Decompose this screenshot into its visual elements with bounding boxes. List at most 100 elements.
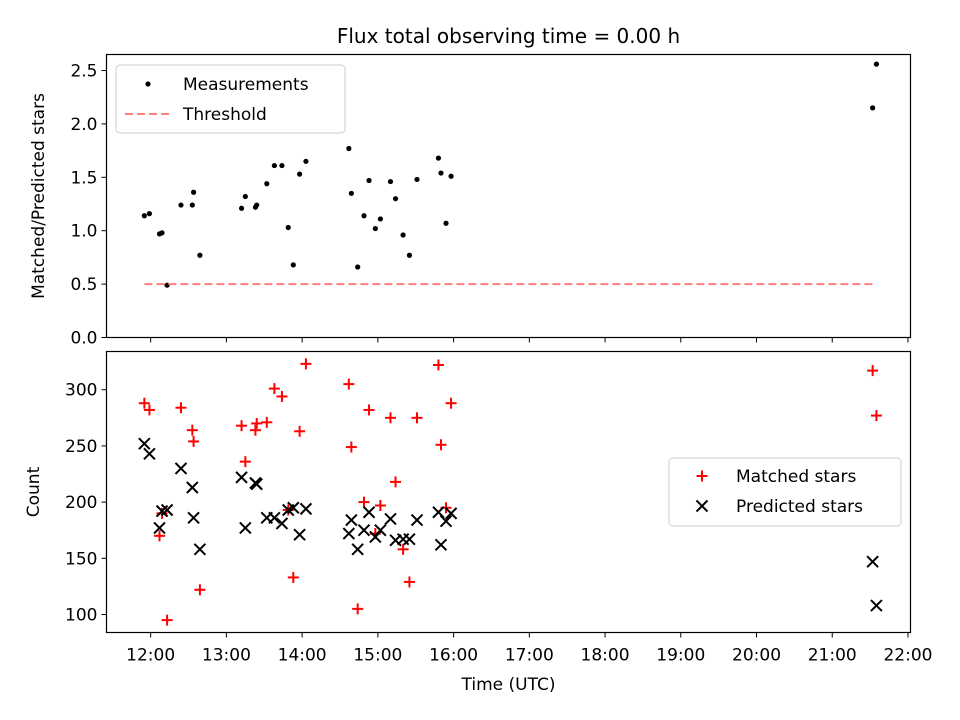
x-tick-label: 16:00 [429, 646, 478, 666]
predicted-star-point-b [268, 511, 281, 525]
legend-label-predicted-stars: Predicted stars [736, 497, 863, 517]
matched-star-point [411, 412, 423, 424]
measurement-point [303, 158, 309, 164]
matched-star-point [261, 416, 273, 428]
matched-star-point [445, 397, 457, 409]
top-y-tick-label: 0.0 [70, 329, 97, 349]
measurement-point [870, 105, 876, 111]
bottom-y-tick-label: 200 [65, 493, 97, 513]
legend-label-matched-stars: Matched stars [736, 467, 856, 487]
matched-star-point [300, 358, 312, 370]
predicted-star-point-b [342, 527, 356, 540]
top-y-tick-label: 2.0 [70, 115, 97, 135]
predicted-star-point-b [299, 502, 313, 516]
predicted-star-point-b [174, 462, 188, 475]
predicted-star-point [432, 506, 445, 519]
predicted-star-point [384, 512, 397, 526]
predicted-star-point [235, 471, 248, 484]
predicted-star-point [866, 555, 879, 568]
predicted-star-point-b [357, 524, 371, 537]
predicted-star-point [250, 477, 263, 491]
measurement-point [438, 170, 444, 176]
x-tick-label: 15:00 [353, 646, 402, 666]
predicted-star-point-b [432, 506, 445, 519]
measurement-point [178, 202, 184, 208]
matched-star-point [138, 397, 150, 409]
measurement-point [189, 202, 195, 208]
matched-star-point [390, 476, 402, 488]
predicted-star-point-b [345, 513, 358, 527]
predicted-star-point-b [866, 555, 879, 568]
measurement-point [377, 216, 383, 222]
measurement-point [435, 155, 442, 161]
measurement-point [873, 61, 880, 67]
top-y-axis-label: Matched/Predicted stars [29, 93, 49, 299]
predicted-star-point-b [275, 517, 289, 530]
x-tick-label: 20:00 [732, 646, 781, 666]
predicted-star-point [369, 530, 382, 544]
matched-star-point [175, 402, 187, 414]
predicted-star-point-b [143, 447, 156, 460]
matched-star-point [397, 543, 409, 555]
predicted-star-point [187, 511, 200, 525]
predicted-star-point [870, 599, 883, 612]
measurement-point [406, 252, 413, 258]
matched-star-point [186, 424, 198, 436]
bottom-y-tick-label: 250 [65, 437, 97, 457]
bottom-y-axis-label: Count [24, 466, 44, 517]
measurement-point [271, 162, 277, 169]
matched-star-point [343, 378, 355, 390]
matched-star-point [432, 359, 444, 371]
predicted-star-point [138, 437, 151, 450]
matched-star-point [239, 456, 251, 468]
matched-star-point [287, 571, 299, 583]
top-legend: Measurements Threshold [115, 64, 346, 134]
measurement-point [197, 252, 203, 258]
matched-star-point [236, 420, 248, 432]
bottom-axes-frame [105, 350, 912, 634]
measurement-point [146, 211, 153, 217]
predicted-star-point [362, 506, 376, 519]
measurement-point [443, 220, 449, 226]
bottom-legend-box [668, 457, 902, 527]
predicted-star-point [153, 521, 166, 535]
matched-star-point [358, 496, 370, 508]
matched-star-point [251, 417, 263, 429]
bottom-legend: Matched stars Predicted stars [668, 457, 902, 527]
matched-star-point [374, 499, 386, 511]
legend-marker-matched-stars [696, 470, 708, 482]
measurement-point [190, 189, 197, 195]
measurement-point [372, 225, 378, 232]
predicted-star-point [403, 533, 416, 546]
predicted-star-point-b [287, 501, 300, 514]
predicted-star-point [268, 511, 281, 525]
matched-star-point [294, 425, 306, 437]
predicted-star-point-b [153, 521, 166, 535]
top-legend-box [115, 64, 346, 134]
predicted-star-point-b [434, 538, 448, 552]
predicted-star-point [434, 538, 448, 552]
legend-marker-measurements [145, 81, 151, 87]
matched-star-point [143, 404, 155, 416]
x-tick-label: 18:00 [581, 646, 630, 666]
predicted-star-point-b [138, 437, 151, 450]
matched-star-point [870, 410, 882, 422]
measurement-point [414, 176, 420, 183]
measurement-point [242, 193, 248, 200]
top-y-axis: 0.0 0.5 1.0 1.5 2.0 2.5 [70, 62, 107, 349]
measurement-point [264, 181, 270, 187]
measurement-point [346, 145, 352, 152]
top-y-tick-label: 1.0 [70, 222, 97, 242]
predicted-star-point-b [439, 515, 453, 528]
measurement-point [366, 177, 372, 184]
predicted-star-point-b [186, 481, 199, 494]
legend-x-glyph [695, 499, 709, 513]
measurement-point [297, 171, 303, 177]
predicted-star-point-b [369, 530, 382, 544]
bottom-y-axis: 100 150 200 250 300 [65, 381, 107, 626]
predicted-star-point-b [239, 521, 252, 535]
matched-star-point [249, 424, 261, 436]
matched-star-point [156, 507, 168, 519]
matched-star-point [345, 441, 357, 453]
